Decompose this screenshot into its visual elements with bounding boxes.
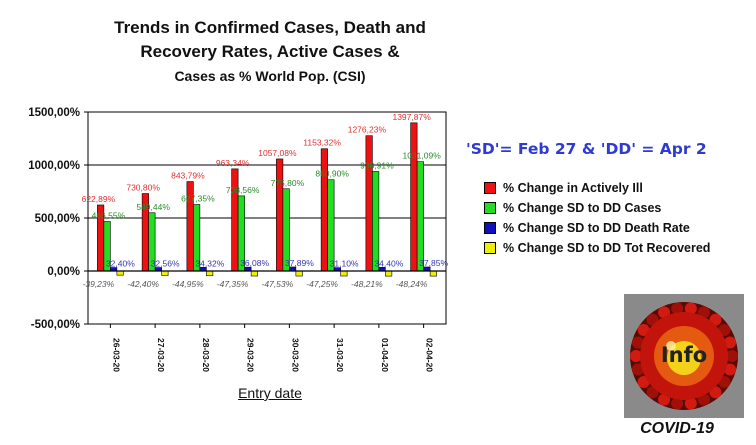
logo-spike — [724, 363, 737, 376]
bar-1 — [327, 179, 335, 272]
data-label: 37,85% — [419, 258, 448, 268]
bar-1 — [416, 161, 424, 272]
legend-label: % Change SD to DD Tot Recovered — [503, 241, 711, 255]
logo-spike — [697, 306, 710, 319]
logo-spike — [631, 363, 644, 376]
x-axis-label: Entry date — [238, 385, 302, 401]
data-label: 32,56% — [151, 259, 180, 269]
data-label: 1153,32% — [303, 138, 341, 148]
data-label: 1031,09% — [402, 151, 441, 161]
date-range-note: 'SD'= Feb 27 & 'DD' = Apr 2 — [466, 140, 707, 158]
logo-spike — [658, 393, 671, 406]
x-tick-label: 31-03-20 — [335, 338, 345, 372]
data-label: 627,35% — [181, 194, 215, 204]
bar-3 — [429, 270, 437, 277]
data-label: 843,79% — [171, 171, 205, 181]
data-label: 622,89% — [82, 194, 116, 204]
legend-item: % Change in Actively Ill — [484, 178, 710, 198]
logo-spike — [684, 397, 697, 410]
bar-3 — [161, 270, 169, 276]
data-label: 34,40% — [374, 258, 403, 268]
chart-title-line-2: Recovery Rates, Active Cases & — [140, 42, 400, 61]
logo-caption: COVID-19 — [640, 420, 714, 437]
data-label: 730,80% — [126, 183, 160, 193]
data-label: 938,91% — [360, 160, 394, 170]
x-tick-label: 26-03-20 — [111, 338, 121, 372]
x-tick-label: 28-03-20 — [201, 338, 211, 372]
logo-spike — [724, 336, 737, 349]
x-tick-label: 02-04-20 — [425, 338, 435, 372]
chart-subtitle: Cases as % World Pop. (CSI) — [174, 68, 366, 84]
chart-legend: % Change in Actively Ill % Change SD to D… — [484, 178, 710, 258]
y-tick-label: 500,00% — [35, 213, 80, 225]
legend-swatch — [484, 182, 496, 194]
legend-item: % Change SD to DD Death Rate — [484, 218, 710, 238]
y-tick-label: 0,00% — [47, 266, 80, 278]
data-label: 549,44% — [136, 202, 170, 212]
bar-3 — [206, 270, 214, 277]
bar-1 — [372, 171, 380, 272]
legend-label: % Change SD to DD Death Rate — [503, 221, 690, 235]
data-label: 34,32% — [195, 258, 224, 268]
data-label: 1276,23% — [348, 125, 387, 135]
x-tick-label: 27-03-20 — [156, 338, 166, 372]
data-label: -42,40% — [127, 279, 159, 289]
data-label: -39,23% — [83, 279, 115, 289]
bar-3 — [385, 270, 393, 277]
data-label: 32,40% — [106, 259, 135, 269]
y-tick-label: -500,00% — [31, 319, 80, 331]
data-label: 31,10% — [330, 259, 359, 269]
data-label: 708,56% — [226, 185, 260, 195]
covid-info-logo: Info — [624, 294, 744, 418]
legend-item: % Change SD to DD Cases — [484, 198, 710, 218]
data-label: 36,08% — [240, 258, 269, 268]
bar-3 — [295, 270, 303, 277]
bar-0 — [320, 148, 328, 272]
data-label: 775,80% — [271, 178, 305, 188]
data-label: -48,21% — [351, 279, 383, 289]
legend-swatch — [484, 202, 496, 214]
legend-swatch — [484, 242, 496, 254]
legend-item: % Change SD to DD Tot Recovered — [484, 238, 710, 258]
logo-spike — [697, 393, 710, 406]
legend-label: % Change in Actively Ill — [503, 181, 643, 195]
bar-0 — [410, 122, 418, 272]
logo-spike — [671, 302, 684, 315]
bar-0 — [276, 158, 284, 272]
logo-spike — [658, 306, 671, 319]
data-label: -47,53% — [262, 279, 294, 289]
bar-3 — [116, 270, 124, 276]
logo-spike — [726, 350, 738, 362]
data-label: 37,89% — [285, 258, 314, 268]
x-tick-label: 30-03-20 — [290, 338, 300, 372]
data-label: 1057,08% — [258, 148, 297, 158]
data-label: 860,90% — [315, 169, 349, 179]
logo-spike — [630, 350, 642, 362]
legend-label: % Change SD to DD Cases — [503, 201, 662, 215]
logo-spike — [684, 302, 697, 315]
logo-spike — [671, 397, 684, 410]
bar-3 — [250, 270, 258, 277]
data-label: 1397,87% — [392, 112, 431, 122]
data-label: 963,34% — [216, 158, 250, 168]
x-tick-label: 01-04-20 — [380, 338, 390, 372]
legend-swatch — [484, 222, 496, 234]
data-label: -44,95% — [172, 279, 204, 289]
data-label: -47,25% — [306, 279, 338, 289]
logo-text: Info — [661, 343, 707, 367]
x-tick-label: 29-03-20 — [246, 338, 256, 372]
bar-0 — [365, 135, 373, 272]
bar-3 — [340, 270, 348, 277]
y-tick-label: 1000,00% — [28, 160, 80, 172]
data-label: -47,35% — [217, 279, 249, 289]
data-label: 466,55% — [92, 211, 126, 221]
logo-spike — [631, 336, 644, 349]
data-label: -48,24% — [396, 279, 428, 289]
chart-title-line-1: Trends in Confirmed Cases, Death and — [114, 18, 426, 37]
y-tick-label: 1500,00% — [28, 107, 80, 119]
